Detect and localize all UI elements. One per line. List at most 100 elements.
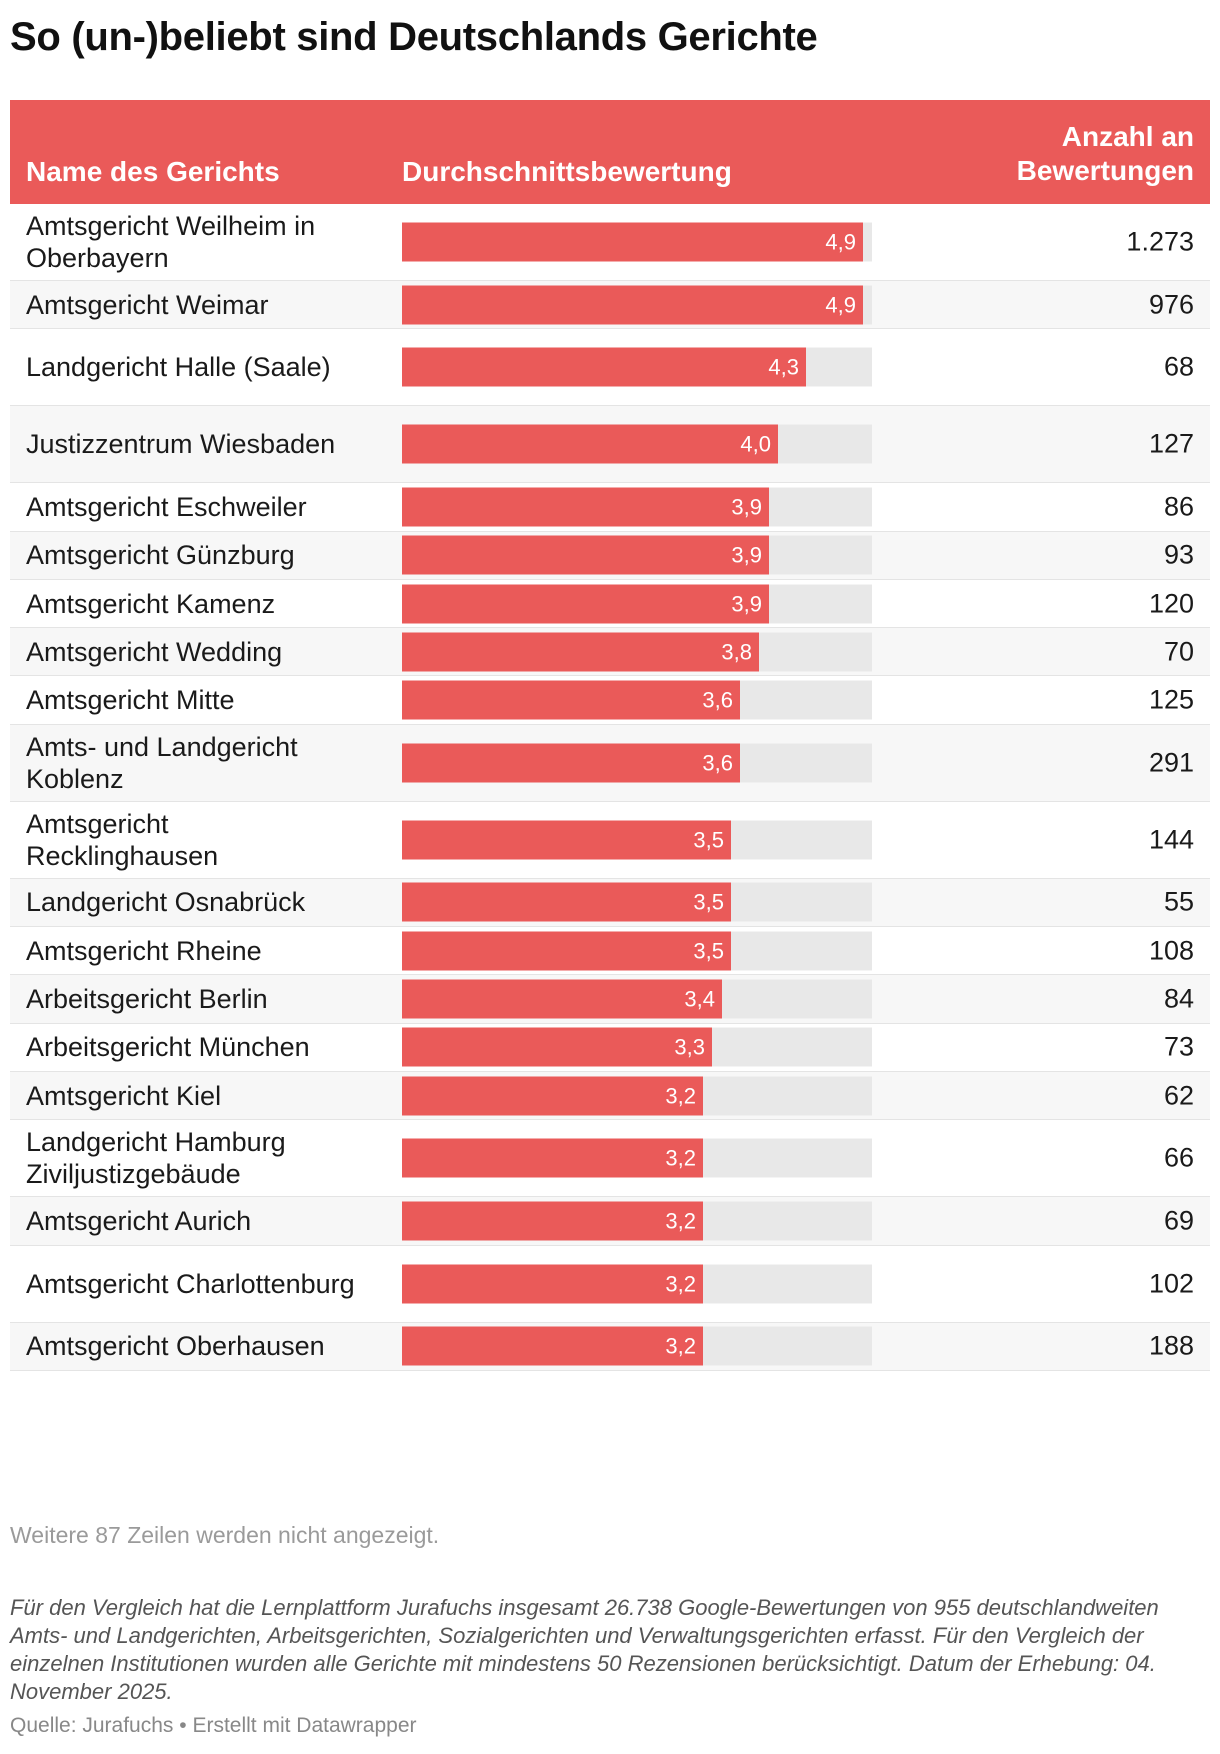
review-count: 976 [1148,289,1194,320]
rating-bar-track: 3,2 [402,1076,872,1116]
review-count: 93 [1163,539,1194,570]
rating-bar: 4,9 [402,285,863,325]
review-count: 102 [1148,1268,1194,1299]
methodology-note: Für den Vergleich hat die Lernplattform … [10,1595,1159,1704]
table-row: Justizzentrum Wiesbaden 4,0 127 [10,406,1210,484]
table-row: Landgericht Hamburg Ziviljustizgebäude 3,… [10,1120,1210,1198]
review-count: 120 [1148,588,1194,619]
rating-value-label: 4,3 [768,354,799,380]
rating-value-label: 3,3 [674,1034,705,1060]
table-row: Amtsgericht Kamenz 3,9 120 [10,580,1210,629]
rating-bar-track: 4,3 [402,347,872,387]
table-body: Amtsgericht Weilheim in Oberbayern 4,9 1.2… [10,204,1210,1371]
rating-value-label: 3,5 [693,827,724,853]
rating-value-label: 3,9 [731,591,762,617]
rating-bar-track: 3,2 [402,1201,872,1241]
table-row: Amtsgericht Kiel 3,2 62 [10,1071,1210,1121]
rating-bar-track: 3,2 [402,1264,872,1304]
review-count: 108 [1148,935,1194,966]
court-name: Amtsgericht Charlottenburg [26,1268,355,1299]
review-count: 55 [1163,886,1194,917]
rating-value-label: 4,9 [825,292,856,318]
rating-value-label: 3,2 [665,1333,696,1359]
table-row: Amtsgericht Wedding 3,8 70 [10,628,1210,677]
rating-bar-track: 4,0 [402,424,872,464]
court-name: Amtsgericht Weimar [26,289,269,320]
court-name: Amtsgericht Wedding [26,636,283,667]
table-row: Arbeitsgericht München 3,3 73 [10,1024,1210,1072]
review-count: 69 [1163,1205,1194,1236]
column-header-name[interactable]: Name des Gerichts [26,156,280,187]
rating-bar: 3,3 [402,1027,712,1067]
rating-bar-track: 3,2 [402,1138,872,1178]
table-row: Landgericht Halle (Saale) 4,3 68 [10,329,1210,407]
source-line: Quelle: Jurafuchs • Erstellt mit Datawra… [10,1714,417,1737]
rating-value-label: 4,0 [740,431,771,457]
table-row: Arbeitsgericht Berlin 3,4 84 [10,975,1210,1024]
rating-bar: 4,3 [402,347,806,387]
review-count: 68 [1163,351,1194,382]
table-row: Amtsgericht Weimar 4,9 976 [10,281,1210,330]
court-name: Amtsgericht Recklinghausen [26,808,219,871]
rating-bar-track: 3,5 [402,882,872,922]
rating-bar-track: 3,3 [402,1027,872,1067]
rating-bar: 3,5 [402,882,731,922]
rating-bar: 3,8 [402,632,759,672]
court-name: Landgericht Halle (Saale) [26,352,331,383]
table-row: Amtsgericht Günzburg 3,9 93 [10,531,1210,580]
rating-bar-track: 3,6 [402,743,872,783]
more-rows-note: Weitere 87 Zeilen werden nicht angezeigt… [10,1522,440,1548]
rating-bar: 3,2 [402,1326,703,1366]
rating-bar-track: 3,4 [402,979,872,1019]
rating-bar-track: 3,6 [402,680,872,720]
column-header-count-line1: Anzahl an [1061,121,1194,152]
review-count: 70 [1163,636,1194,667]
ratings-table: Name des Gerichts Durchschnittsbewertung… [10,100,1210,1371]
rating-bar: 3,6 [402,680,740,720]
rating-bar: 3,9 [402,487,769,527]
rating-value-label: 3,5 [693,889,724,915]
court-name: Landgericht Osnabrück [26,887,306,918]
rating-bar: 3,6 [402,743,740,783]
rating-value-label: 3,5 [693,938,724,964]
rating-bar: 3,5 [402,820,731,860]
review-count: 144 [1148,824,1194,855]
chart-title: So (un-)beliebt sind Deutschlands Gerich… [10,15,818,59]
table-row: Amtsgericht Oberhausen 3,2 188 [10,1322,1210,1371]
court-name: Justizzentrum Wiesbaden [26,429,336,460]
rating-bar-track: 3,9 [402,535,872,575]
rating-bar: 3,9 [402,584,769,624]
court-name: Amtsgericht Kamenz [26,588,276,619]
table-row: Landgericht Osnabrück 3,5 55 [10,878,1210,928]
table-row: Amtsgericht Mitte 3,6 125 [10,676,1210,725]
rating-value-label: 3,9 [731,542,762,568]
table-row: Amtsgericht Rheine 3,5 108 [10,927,1210,976]
column-header-count[interactable]: Anzahl an Bewertungen [1017,120,1194,188]
court-name: Arbeitsgericht Berlin [26,984,268,1015]
table-row: Amtsgericht Weilheim in Oberbayern 4,9 1.2… [10,204,1210,281]
review-count: 188 [1148,1330,1194,1361]
rating-bar: 4,9 [402,222,863,262]
rating-bar-track: 3,2 [402,1326,872,1366]
court-name: Amts- und Landgericht Koblenz [26,731,298,794]
rating-bar-track: 3,5 [402,820,872,860]
table-row: Amtsgericht Recklinghausen 3,5 144 [10,802,1210,879]
review-count: 125 [1148,684,1194,715]
rating-bar: 3,9 [402,535,769,575]
court-name: Amtsgericht Rheine [26,935,262,966]
rating-bar: 3,2 [402,1138,703,1178]
rating-value-label: 3,2 [665,1271,696,1297]
review-count: 291 [1148,747,1194,778]
rating-value-label: 3,2 [665,1208,696,1234]
review-count: 66 [1163,1142,1194,1173]
court-name: Amtsgericht Aurich [26,1205,252,1236]
rating-bar: 3,2 [402,1201,703,1241]
court-name: Amtsgericht Oberhausen [26,1331,325,1362]
rating-bar-track: 3,5 [402,931,872,971]
review-count: 1.273 [1126,226,1194,257]
rating-bar-track: 3,9 [402,584,872,624]
column-header-average[interactable]: Durchschnittsbewertung [402,156,732,187]
rating-bar: 3,2 [402,1264,703,1304]
rating-value-label: 3,2 [665,1145,696,1171]
